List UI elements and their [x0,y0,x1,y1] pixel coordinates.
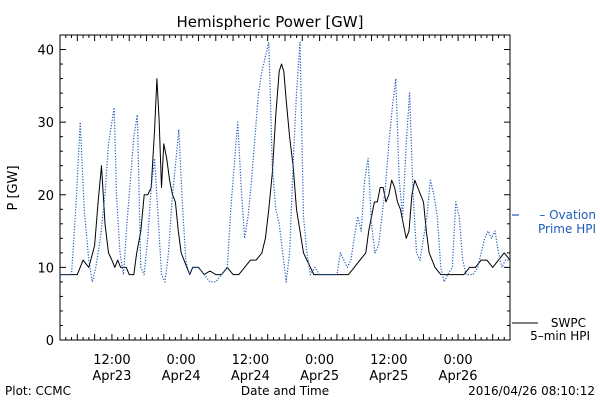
y-tick-label: 20 [37,189,54,204]
x-tick-date-label: Apr24 [162,369,201,384]
series-lines [60,41,511,283]
y-axis-label: P [GW] [6,165,21,210]
x-tick-time-label: 12:00 [232,353,269,368]
y-tick-label: 10 [37,261,54,276]
x-tick-time-label: 12:00 [370,353,407,368]
x-tick-time-label: 0:00 [443,353,472,368]
legend-ovation-label-line2: Prime HPI [538,222,596,236]
y-axis-ticks: 0 10 20 30 40 [37,34,510,349]
y-tick-label: 40 [37,44,54,59]
x-axis-ticks: 12:00Apr230:00Apr2412:00Apr240:00Apr2512… [59,35,511,384]
footer-timestamp: 2016/04/26 08:10:12 [468,384,595,398]
legend-ovation-label-line1: – Ovation [539,208,596,222]
ovation-prime-hpi-line [60,41,510,283]
x-tick-date-label: Apr25 [300,369,339,384]
swpc-hpi-line [60,63,511,276]
x-tick-time-label: 12:00 [93,353,130,368]
x-tick-date-label: Apr25 [369,369,408,384]
x-tick-time-label: 0:00 [305,353,334,368]
x-tick-time-label: 0:00 [167,353,196,368]
x-tick-date-label: Apr23 [92,369,131,384]
y-tick-label: 30 [37,116,54,131]
y-tick-label: 0 [46,334,54,349]
chart-title: Hemispheric Power [GW] [177,13,364,31]
x-tick-date-label: Apr24 [231,369,270,384]
footer-credit: Plot: CCMC [5,384,71,398]
legend-swpc-label-line2: 5–min HPI [530,329,590,343]
x-axis-label: Date and Time [241,384,329,398]
legend-swpc-label-line1: SWPC [551,316,586,330]
x-tick-date-label: Apr26 [439,369,478,384]
